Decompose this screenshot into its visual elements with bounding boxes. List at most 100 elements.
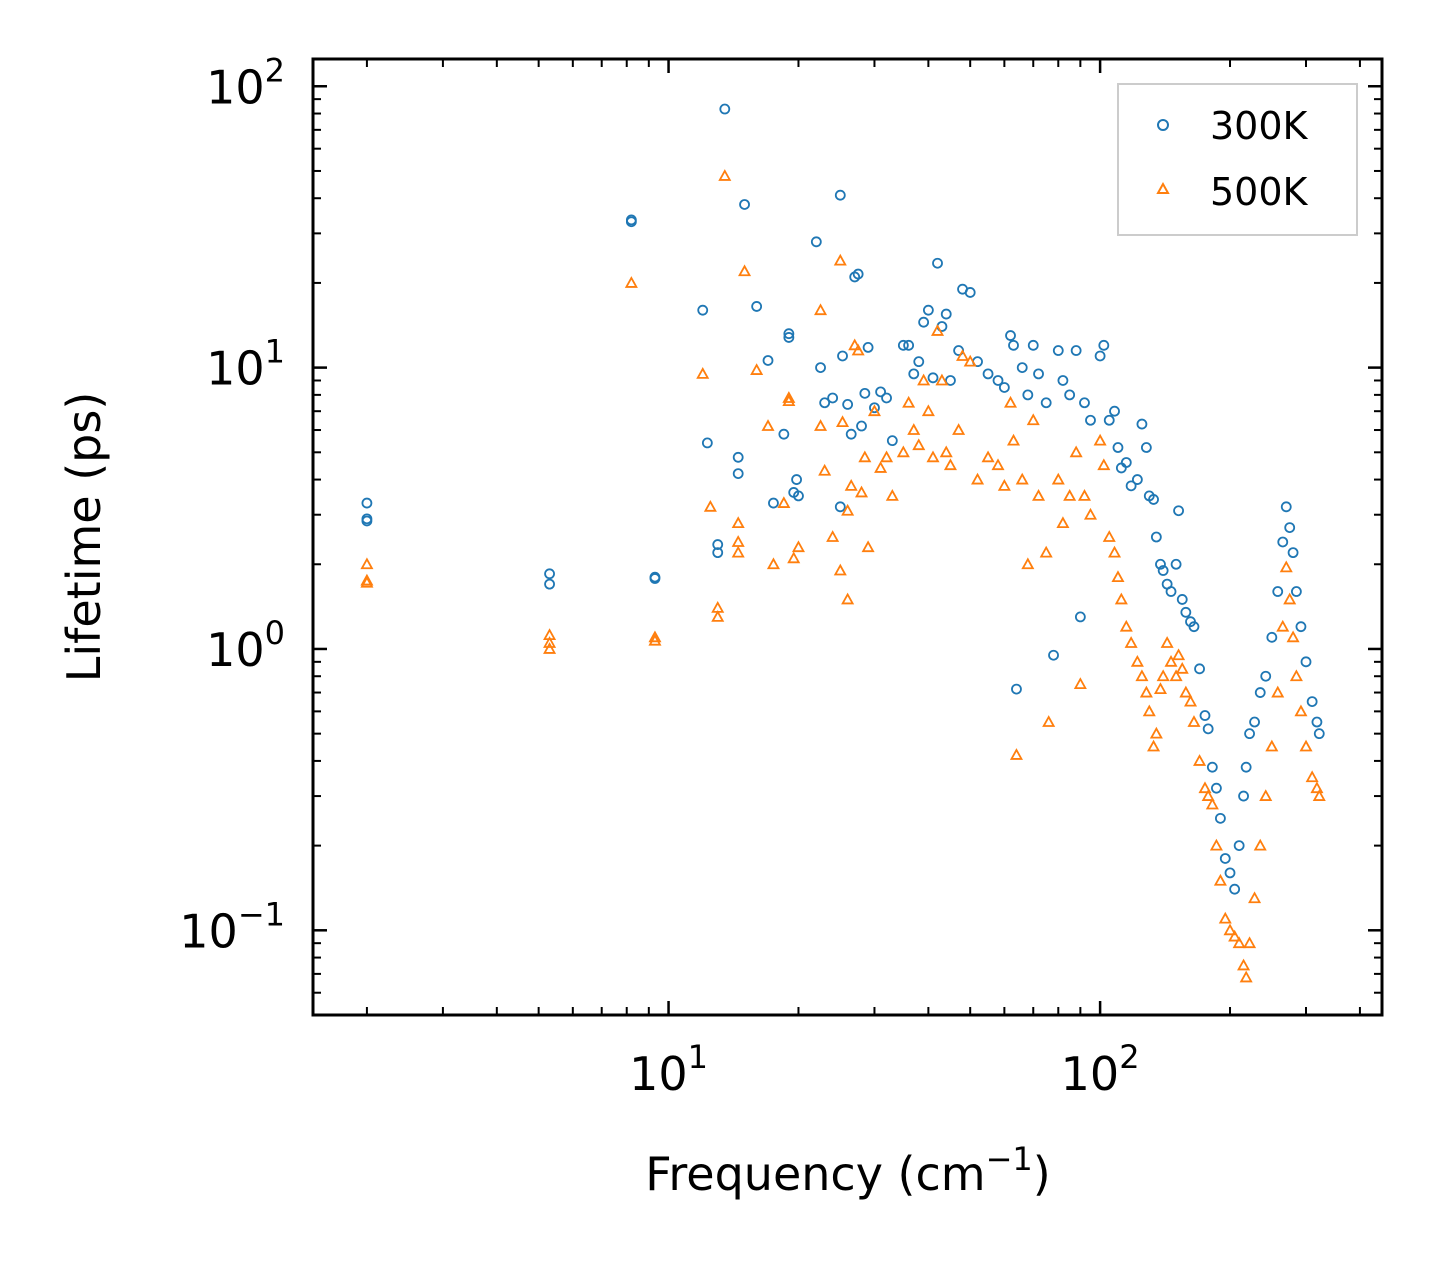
point-500k-77 — [1077, 489, 1092, 501]
point-300k-63 — [1008, 339, 1019, 351]
point-300k-120 — [1277, 536, 1289, 548]
point-300k-17 — [751, 301, 763, 312]
point-300k-53 — [940, 308, 952, 320]
point-300k-2 — [361, 515, 373, 527]
point-300k-4 — [544, 578, 555, 590]
legend-marker-500k — [1156, 181, 1170, 194]
point-300k-43 — [886, 435, 898, 447]
point-500k-127 — [1299, 739, 1313, 752]
point-500k-81 — [1102, 530, 1116, 542]
point-500k-92 — [1149, 726, 1163, 739]
point-500k-52 — [930, 324, 945, 336]
point-500k-12 — [711, 610, 725, 622]
point-300k-59 — [982, 368, 994, 380]
point-500k-88 — [1135, 669, 1149, 682]
point-300k-115 — [1249, 716, 1260, 728]
point-500k-40 — [861, 540, 875, 553]
point-500k-37 — [851, 343, 865, 356]
point-500k-73 — [1056, 516, 1070, 529]
point-300k-118 — [1266, 631, 1278, 643]
point-500k-66 — [1015, 472, 1029, 485]
point-500k-111 — [1228, 929, 1242, 942]
point-500k-68 — [1026, 413, 1040, 426]
point-500k-63 — [1003, 395, 1018, 408]
point-300k-61 — [998, 382, 1010, 393]
point-500k-116 — [1248, 891, 1262, 904]
point-500k-83 — [1111, 570, 1125, 583]
point-500k-16 — [731, 545, 745, 558]
point-500k-103 — [1193, 754, 1207, 766]
point-300k-124 — [1290, 586, 1302, 597]
point-500k-23 — [782, 391, 796, 403]
point-500k-125 — [1289, 669, 1303, 682]
point-500k-24 — [787, 551, 801, 564]
point-300k-54 — [945, 375, 956, 386]
point-300k-113 — [1240, 761, 1252, 773]
point-300k-48 — [918, 316, 930, 328]
point-300k-60 — [992, 375, 1004, 386]
point-500k-17 — [738, 264, 752, 277]
point-300k-97 — [1173, 505, 1184, 517]
point-500k-53 — [935, 373, 949, 386]
point-500k-107 — [1209, 838, 1223, 851]
point-300k-76 — [1079, 397, 1090, 409]
point-300k-96 — [1170, 558, 1182, 570]
point-500k-4 — [543, 636, 557, 648]
point-500k-93 — [1153, 682, 1168, 694]
point-300k-19 — [768, 497, 779, 509]
point-500k-118 — [1259, 789, 1273, 801]
point-300k-112 — [1238, 790, 1249, 802]
point-500k-46 — [902, 395, 916, 408]
point-300k-79 — [1098, 339, 1110, 351]
point-300k-11 — [712, 539, 724, 550]
point-300k-34 — [845, 428, 857, 440]
point-300k-31 — [837, 350, 848, 362]
legend-box — [1117, 83, 1358, 236]
point-300k-84 — [1120, 457, 1132, 468]
point-500k-45 — [896, 445, 910, 458]
point-500k-39 — [858, 450, 872, 463]
series-300k — [361, 103, 1325, 895]
point-300k-47 — [913, 356, 925, 368]
y-axis-label: Lifetime (ps) — [57, 392, 111, 683]
point-500k-33 — [841, 503, 855, 516]
point-500k-9 — [696, 367, 710, 379]
x-axis-label-main: Frequency (cm — [645, 1147, 985, 1201]
point-500k-119 — [1265, 739, 1279, 752]
point-300k-36 — [852, 268, 864, 280]
point-300k-62 — [1005, 330, 1016, 341]
point-300k-10 — [701, 437, 713, 449]
point-300k-116 — [1254, 687, 1266, 698]
point-300k-14 — [732, 451, 744, 463]
point-500k-26 — [814, 303, 828, 316]
point-300k-0 — [361, 497, 373, 509]
point-500k-72 — [1051, 472, 1065, 485]
point-300k-104 — [1202, 723, 1214, 735]
point-300k-68 — [1033, 368, 1044, 380]
point-300k-15 — [732, 468, 744, 480]
y-tick-labels: 10−1 100 101 102 — [179, 51, 285, 958]
point-300k-78 — [1094, 350, 1106, 362]
point-500k-101 — [1183, 694, 1198, 707]
point-300k-121 — [1280, 501, 1292, 513]
point-500k-124 — [1286, 630, 1300, 643]
point-300k-65 — [1016, 362, 1028, 374]
point-500k-6 — [648, 630, 662, 643]
point-500k-121 — [1276, 619, 1290, 632]
point-500k-114 — [1239, 970, 1253, 983]
point-300k-50 — [927, 372, 939, 384]
point-500k-112 — [1232, 936, 1246, 949]
point-300k-128 — [1311, 716, 1323, 728]
point-300k-33 — [842, 399, 854, 410]
point-300k-93 — [1157, 565, 1169, 576]
point-500k-100 — [1179, 685, 1193, 698]
point-500k-82 — [1108, 545, 1122, 558]
point-300k-22 — [783, 328, 795, 340]
point-500k-87 — [1130, 654, 1144, 667]
point-300k-46 — [908, 368, 920, 380]
point-500k-54 — [939, 445, 953, 458]
point-500k-99 — [1175, 661, 1189, 674]
x-axis-label-sup: −1 — [986, 1140, 1033, 1178]
point-300k-77 — [1085, 414, 1096, 426]
